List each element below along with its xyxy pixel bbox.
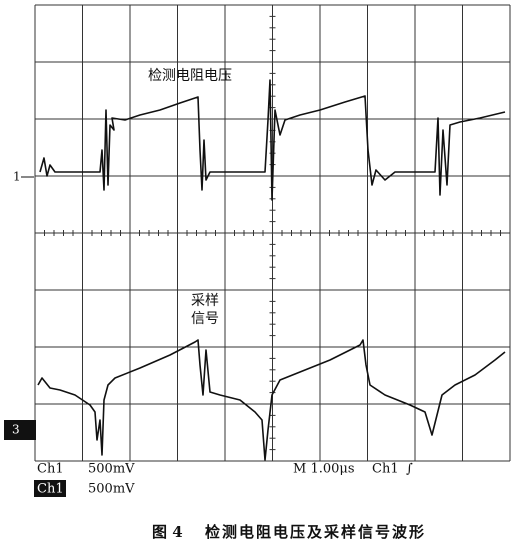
status-trigger-channel: Ch1	[372, 462, 399, 477]
ch3-marker: 3	[12, 423, 20, 437]
status-channel-box	[34, 480, 66, 497]
figure-caption: 检测电阻电压及采样信号波形	[205, 523, 426, 541]
graticule	[34, 4, 511, 462]
ch3-marker-box	[4, 420, 36, 440]
figure-number: 图 4	[152, 523, 183, 541]
sampling-label: 采样	[191, 293, 219, 309]
resistor-voltage-trace	[39, 79, 506, 201]
sampling-label: 信号	[191, 311, 219, 327]
sampling-signal-trace	[37, 339, 506, 461]
status-channel: Ch1	[37, 482, 64, 497]
ch1-marker: 1	[13, 170, 21, 184]
status-trigger-slope: ∫	[406, 462, 413, 477]
resistor-voltage-label: 检测电阻电压	[148, 68, 232, 84]
status-channel: Ch1	[37, 462, 64, 477]
status-scale: 500mV	[88, 482, 135, 497]
status-timebase: M 1.00μs	[293, 462, 355, 477]
status-scale: 500mV	[88, 462, 135, 477]
